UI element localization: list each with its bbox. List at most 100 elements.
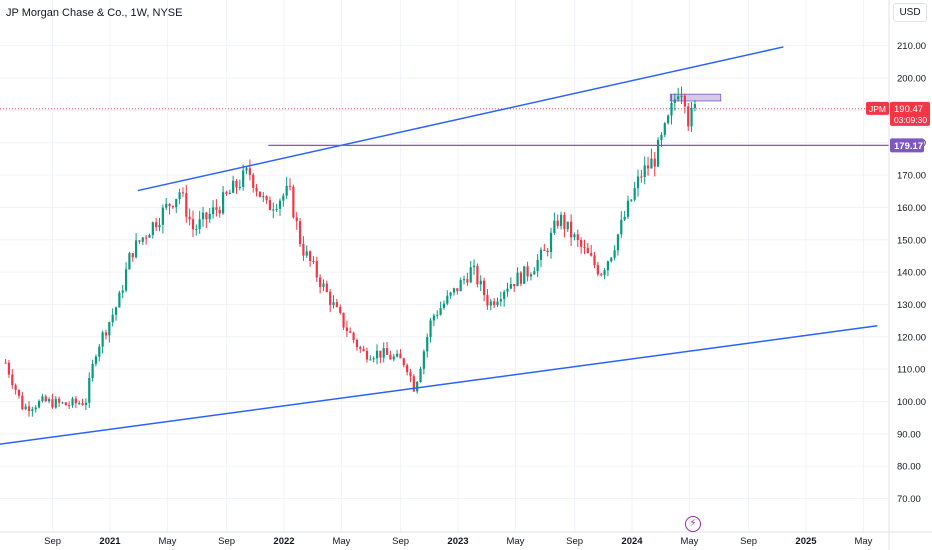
time-tick-label: 2021 [99, 536, 121, 547]
candle-body [543, 249, 546, 251]
time-tick-label: Sep [392, 536, 409, 547]
candle-body [225, 192, 228, 194]
candle-body [64, 402, 67, 406]
candle-body [462, 279, 466, 281]
price-tick-label: 200.00 [897, 74, 926, 85]
time-tick-label: 2025 [795, 536, 817, 547]
candle-body [355, 339, 359, 348]
candle-body [329, 291, 332, 306]
candle-body [11, 374, 14, 386]
candle-body [121, 290, 124, 293]
supply-zone-rectangle[interactable] [669, 93, 722, 102]
candle-body [603, 270, 606, 276]
candle-body [272, 209, 275, 211]
candle-body [288, 185, 292, 187]
candle-body [439, 308, 442, 315]
candle-body [108, 322, 111, 336]
price-tick-label: 160.00 [897, 203, 926, 214]
time-tick-label: 2022 [273, 536, 294, 547]
candle-body [382, 348, 385, 358]
candle-body [600, 274, 603, 276]
candle-body [426, 337, 429, 352]
candle-body [523, 266, 526, 284]
time-tick-label: May [854, 536, 872, 547]
candle-body [74, 398, 77, 404]
candle-body [559, 214, 563, 226]
candle-body [677, 96, 680, 100]
lightning-icon[interactable]: ⚡ [685, 516, 701, 532]
candle-body [201, 212, 205, 220]
candle-body [419, 368, 422, 382]
candle-body [21, 395, 24, 410]
candle-body [506, 288, 509, 292]
candle-body [185, 193, 188, 217]
price-tick-label: 210.00 [897, 41, 926, 52]
candle-body [466, 279, 469, 283]
bar-countdown: 03:09:30 [894, 115, 927, 125]
candle-body [191, 219, 195, 230]
candle-body [416, 381, 419, 392]
candle-body [606, 261, 610, 271]
candle-body [302, 243, 305, 256]
candle-body [553, 220, 556, 233]
candle-body [580, 239, 583, 247]
candle-body [342, 312, 345, 328]
candle-body [114, 307, 118, 315]
candle-body [48, 399, 51, 402]
candle-body [633, 188, 636, 200]
candle-body [215, 207, 218, 210]
candle-body [51, 399, 54, 408]
time-tick-label: 2023 [447, 536, 468, 547]
candle-body [4, 362, 7, 364]
candle-body [563, 214, 566, 230]
candle-body [690, 108, 693, 127]
candle-body [165, 203, 168, 208]
candle-body [486, 295, 489, 306]
lower-trendline[interactable] [0, 325, 878, 446]
drawings[interactable] [0, 46, 889, 446]
candle-body [232, 180, 235, 193]
candle-body [683, 95, 686, 107]
candle-body [37, 401, 41, 408]
candle-body [483, 280, 486, 296]
candle-body [282, 195, 285, 201]
candle-body [228, 192, 231, 194]
candle-body [412, 376, 415, 392]
candle-body [208, 214, 211, 220]
candle-body [596, 264, 599, 275]
candle-body [141, 237, 144, 242]
candle-body [118, 292, 121, 308]
candle-body [489, 301, 492, 306]
candle-body [252, 174, 255, 188]
candle-body [188, 216, 191, 220]
candle-body [673, 99, 676, 103]
candle-body [670, 102, 673, 116]
candle-body [375, 350, 379, 359]
price-tick-label: 70.00 [897, 494, 921, 505]
candle-body [359, 347, 362, 349]
candle-body [155, 222, 158, 228]
candle-body [432, 315, 436, 321]
candle-body [539, 249, 543, 260]
price-tags: 179.17 JPM 190.47 03:09:30 [866, 101, 930, 153]
candle-body [496, 301, 499, 306]
candle-body [503, 291, 506, 300]
candle-body [222, 192, 225, 214]
candle-body [586, 247, 589, 254]
candle-body [151, 222, 154, 236]
currency-button[interactable]: USD [893, 3, 927, 22]
grid-lines [0, 0, 889, 532]
candle-body [335, 302, 338, 307]
candle-body [610, 257, 613, 262]
candle-body [499, 299, 502, 302]
candle-body [680, 95, 683, 97]
candle-body [68, 405, 71, 407]
time-tick-label: May [680, 536, 698, 547]
zone-rect[interactable] [669, 93, 722, 102]
ticker-tag [866, 101, 889, 115]
candle-body [616, 234, 620, 251]
time-axis[interactable]: Sep 2021 May Sep 2022 May Sep 2023 May Sep 2024 May… [44, 536, 873, 547]
upper-trendline[interactable] [137, 46, 784, 192]
candle-body [14, 385, 17, 390]
